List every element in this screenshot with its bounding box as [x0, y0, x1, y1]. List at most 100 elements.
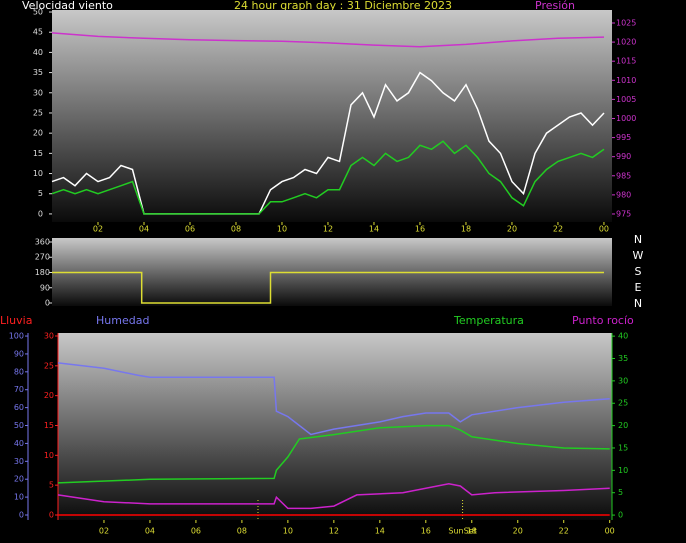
- y-tick-label: 5: [618, 488, 623, 497]
- y-tick-label: 1025: [616, 18, 636, 27]
- y-tick-label: 0: [45, 299, 50, 308]
- chart-title: 24 hour graph day : 31 Diciembre 2023: [234, 0, 452, 12]
- series-line: [57, 424, 610, 484]
- x-tick-label: 02: [99, 527, 109, 536]
- y-tick-label: 5: [49, 481, 54, 490]
- x-tick-label: 10: [277, 225, 287, 234]
- x-tick-label: 04: [139, 225, 149, 234]
- y-tick-label: 80: [14, 367, 24, 376]
- compass-label: S: [635, 265, 642, 278]
- y-tick-label: 45: [33, 28, 43, 37]
- y-tick-label: 50: [33, 8, 43, 17]
- plot-area: [58, 333, 612, 520]
- series-label: Humedad: [96, 314, 149, 327]
- y-tick-label: 270: [35, 253, 50, 262]
- y-tick-label: 25: [44, 361, 54, 370]
- y-tick-label: 15: [33, 149, 43, 158]
- y-tick-label: 30: [44, 331, 54, 340]
- y-tick-label: 35: [618, 354, 628, 363]
- y-tick-label: 1020: [616, 38, 636, 47]
- series-label: Temperatura: [453, 314, 524, 327]
- x-tick-label: 16: [421, 527, 431, 536]
- compass-label: W: [633, 249, 644, 262]
- series-label: Punto rocío: [572, 314, 634, 327]
- x-tick-label: 06: [191, 527, 201, 536]
- y-tick-label: 100: [9, 332, 24, 341]
- x-tick-label: 08: [237, 527, 247, 536]
- x-tick-label: 20: [513, 527, 523, 536]
- x-tick-label: 12: [323, 225, 333, 234]
- x-tick-label: 20: [507, 225, 517, 234]
- y-tick-label: 70: [14, 385, 24, 394]
- y-tick-label: 15: [44, 421, 54, 430]
- series-label: Presión: [535, 0, 575, 12]
- x-tick-label: 18: [467, 527, 477, 536]
- x-tick-label: 10: [283, 527, 293, 536]
- x-tick-label: 22: [553, 225, 563, 234]
- y-tick-label: 990: [616, 152, 631, 161]
- x-tick-label: 08: [231, 225, 241, 234]
- x-tick-label: 16: [415, 225, 425, 234]
- series-line: [51, 140, 605, 215]
- plot-area: [52, 10, 612, 222]
- y-tick-label: 40: [618, 332, 628, 341]
- y-tick-label: 40: [14, 439, 24, 448]
- y-tick-label: 995: [616, 133, 631, 142]
- y-tick-label: 5: [38, 189, 43, 198]
- x-tick-label: 14: [369, 225, 379, 234]
- y-tick-label: 1000: [616, 114, 636, 123]
- y-tick-label: 0: [19, 510, 24, 519]
- y-tick-label: 20: [33, 129, 43, 138]
- x-tick-label: 04: [145, 527, 155, 536]
- y-tick-label: 15: [618, 443, 628, 452]
- y-tick-label: 90: [40, 283, 50, 292]
- y-tick-label: 90: [14, 349, 24, 358]
- y-tick-label: 10: [14, 493, 24, 502]
- y-tick-label: 0: [618, 511, 623, 520]
- y-tick-label: 20: [14, 475, 24, 484]
- y-tick-label: 1015: [616, 57, 636, 66]
- y-tick-label: 35: [33, 68, 43, 77]
- y-tick-label: 0: [49, 510, 54, 519]
- series-label: Lluvia: [0, 314, 32, 327]
- series-line: [51, 32, 605, 48]
- compass-label: N: [634, 297, 642, 310]
- x-tick-label: 18: [461, 225, 471, 234]
- x-tick-label: 02: [93, 225, 103, 234]
- series-label: Velocidad viento: [22, 0, 113, 12]
- x-tick-label: 00: [605, 527, 615, 536]
- y-tick-label: 360: [35, 237, 50, 246]
- x-tick-label: 06: [185, 225, 195, 234]
- x-tick-label: 22: [559, 527, 569, 536]
- y-tick-label: 20: [44, 391, 54, 400]
- sun-label: SunSet: [448, 527, 476, 536]
- y-tick-label: 975: [616, 209, 631, 218]
- y-tick-label: 20: [618, 421, 628, 430]
- y-tick-label: 30: [14, 457, 24, 466]
- y-tick-label: 1005: [616, 95, 636, 104]
- y-tick-label: 40: [33, 48, 43, 57]
- y-tick-label: 10: [618, 466, 628, 475]
- y-tick-label: 980: [616, 190, 631, 199]
- y-tick-label: 10: [44, 451, 54, 460]
- y-tick-label: 25: [33, 108, 43, 117]
- y-tick-label: 30: [618, 376, 628, 385]
- y-tick-label: 30: [33, 88, 43, 97]
- compass-label: N: [634, 233, 642, 246]
- x-tick-label: 14: [375, 527, 385, 536]
- series-line: [57, 483, 610, 510]
- y-tick-label: 180: [35, 268, 50, 277]
- y-tick-label: 60: [14, 403, 24, 412]
- y-tick-label: 10: [33, 169, 43, 178]
- y-tick-label: 25: [618, 399, 628, 408]
- y-tick-label: 0: [38, 209, 43, 218]
- series-line: [52, 271, 604, 304]
- x-tick-label: 00: [599, 225, 609, 234]
- y-tick-label: 985: [616, 171, 631, 180]
- x-tick-label: 12: [329, 527, 339, 536]
- series-line: [57, 362, 610, 436]
- y-tick-label: 1010: [616, 76, 636, 85]
- y-tick-label: 50: [14, 421, 24, 430]
- compass-label: E: [635, 281, 642, 294]
